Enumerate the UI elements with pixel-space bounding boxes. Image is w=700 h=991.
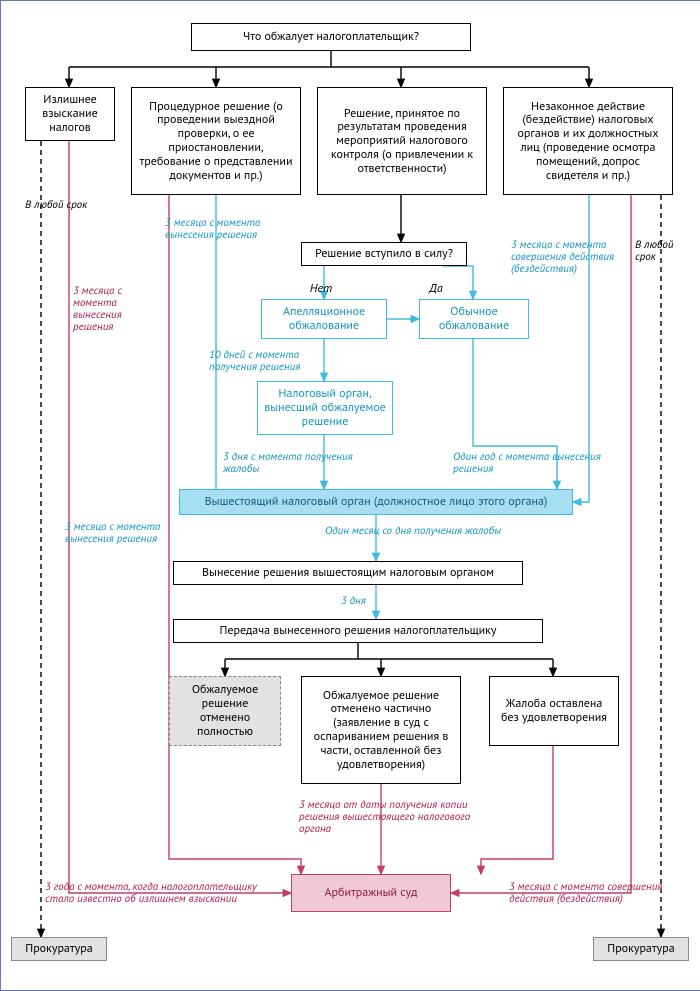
- node-n_ordinary: Обычное обжалование: [419, 299, 529, 339]
- annotation-t10d: 10 дней с момента получения решения: [209, 349, 339, 373]
- annotation-t3m_res_l: 3 месяца с момента вынесения решения: [73, 285, 153, 333]
- annotation-t3y: 3 года с момента, когда налогоплательщик…: [45, 881, 285, 905]
- node-n_transfer: Передача вынесенного решения налогоплате…: [173, 619, 543, 643]
- node-a4: Незаконное действие (бездействие) налого…: [503, 87, 673, 195]
- node-q_inforce: Решение вступило в силу?: [301, 242, 467, 266]
- annotation-any_l: В любой срок: [25, 199, 95, 211]
- node-proc_l: Прокуратура: [11, 937, 107, 961]
- node-a2: Процедурное решение (о проведении выездн…: [131, 87, 301, 195]
- node-a3: Решение, принятое по результатам проведе…: [317, 87, 487, 195]
- node-no: Нет: [301, 281, 341, 297]
- node-n_decision: Вынесение решения вышестоящим налоговым …: [173, 561, 523, 585]
- node-court: Арбитражный суд: [291, 874, 451, 912]
- flowchart-canvas: Что обжалует налогоплательщик? Излишнее в…: [0, 0, 700, 991]
- annotation-t3m_res_b: 3 месяца с момента вынесения решения: [65, 521, 185, 545]
- node-yes: Да: [421, 281, 451, 297]
- annotation-t3m_res_c: 3 месяца с момента вынесения решения: [165, 217, 305, 241]
- annotation-t3d_comp: 3 дня с момента получения жалобы: [223, 451, 353, 475]
- edge-26: [169, 195, 301, 874]
- edge-25: [69, 141, 291, 893]
- node-n_appeal: Апелляционное обжалование: [261, 299, 387, 339]
- node-o_partial: Обжалуемое решение отменено частично (за…: [301, 676, 461, 784]
- node-o_rejected: Жалоба оставлена без удовлетворения: [489, 676, 619, 746]
- node-a1: Излишнее взыскание налогов: [25, 87, 115, 141]
- annotation-t1m: Один месяц со дня получения жалобы: [325, 525, 585, 537]
- annotation-t3d: 3 дня: [341, 595, 401, 607]
- node-q_root: Что обжалует налогоплательщик?: [191, 23, 471, 51]
- annotation-t1y: Один год с момента вынесения решения: [453, 451, 603, 475]
- node-n_issuer: Налоговый орган, вынесший обжалуемое реш…: [257, 381, 393, 435]
- annotation-t3m_act_r: 3 месяца с момента совершения действия (…: [509, 881, 669, 905]
- node-n_superior: Вышестоящий налоговый орган (должностное…: [179, 489, 573, 515]
- annotation-t3m_act: 3 месяца с момента совершения действия (…: [511, 239, 651, 275]
- node-proc_r: Прокуратура: [593, 937, 689, 961]
- annotation-t3m_copy: 3 месяца от даты получения копии решения…: [299, 799, 499, 835]
- node-o_full: Обжалуемое решение отменено полностью: [169, 676, 281, 746]
